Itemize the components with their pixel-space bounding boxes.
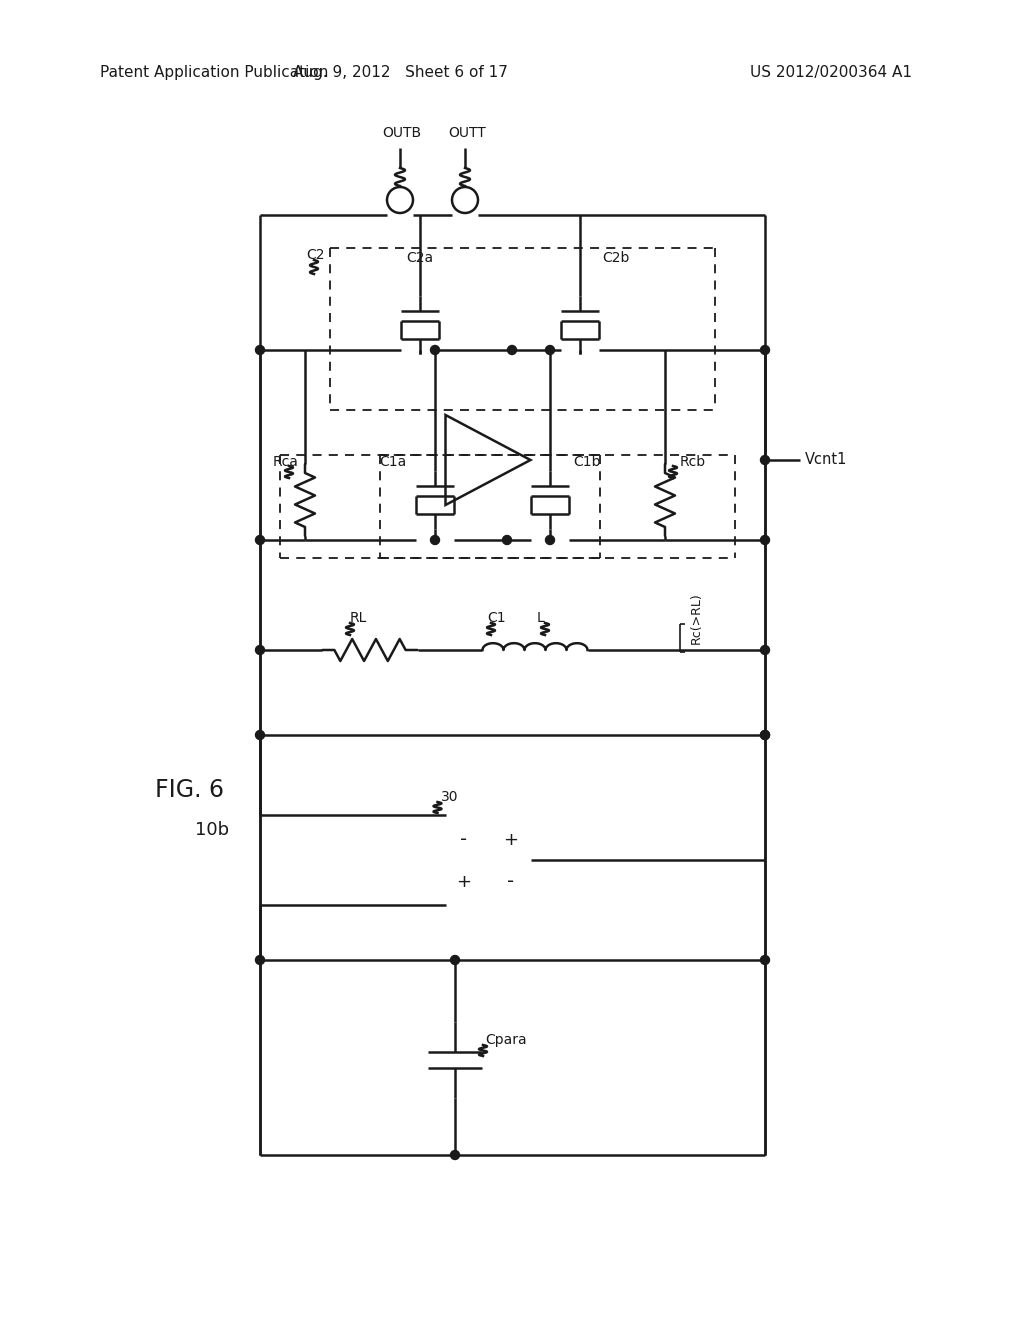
- Circle shape: [430, 536, 439, 544]
- Circle shape: [546, 346, 555, 355]
- Text: -: -: [507, 873, 514, 891]
- Text: C1b: C1b: [573, 455, 600, 469]
- Text: -: -: [460, 830, 467, 850]
- Text: Rca: Rca: [272, 455, 298, 469]
- Circle shape: [451, 1151, 460, 1159]
- Text: US 2012/0200364 A1: US 2012/0200364 A1: [750, 65, 912, 79]
- Text: Vcnt1: Vcnt1: [805, 453, 848, 467]
- Text: L: L: [537, 611, 544, 624]
- Circle shape: [761, 956, 769, 965]
- Circle shape: [508, 346, 516, 355]
- Text: Rc(>RL): Rc(>RL): [690, 593, 703, 644]
- Text: 30: 30: [440, 789, 458, 804]
- Text: C2: C2: [306, 248, 325, 261]
- Text: 10b: 10b: [195, 821, 229, 840]
- Circle shape: [761, 536, 769, 544]
- Circle shape: [256, 645, 264, 655]
- Text: +: +: [503, 832, 518, 849]
- Text: RL: RL: [349, 611, 367, 624]
- Circle shape: [761, 730, 769, 739]
- Circle shape: [256, 730, 264, 739]
- Text: OUTB: OUTB: [382, 125, 422, 140]
- Circle shape: [546, 536, 555, 544]
- Circle shape: [256, 346, 264, 355]
- Text: C1a: C1a: [380, 455, 407, 469]
- Text: Rcb: Rcb: [680, 455, 707, 469]
- Circle shape: [761, 645, 769, 655]
- Text: OUTT: OUTT: [449, 125, 485, 140]
- Text: Patent Application Publication: Patent Application Publication: [100, 65, 329, 79]
- Circle shape: [503, 536, 512, 544]
- Text: +: +: [456, 873, 471, 891]
- Circle shape: [430, 346, 439, 355]
- Text: FIG. 6: FIG. 6: [155, 777, 224, 803]
- Text: C2a: C2a: [407, 251, 433, 265]
- Text: C2b: C2b: [602, 251, 630, 265]
- Circle shape: [761, 455, 769, 465]
- Circle shape: [256, 536, 264, 544]
- Circle shape: [256, 956, 264, 965]
- Text: Aug. 9, 2012   Sheet 6 of 17: Aug. 9, 2012 Sheet 6 of 17: [293, 65, 508, 79]
- Text: C1: C1: [487, 611, 506, 624]
- Circle shape: [761, 730, 769, 739]
- Circle shape: [451, 956, 460, 965]
- Text: Cpara: Cpara: [485, 1034, 526, 1047]
- Circle shape: [761, 346, 769, 355]
